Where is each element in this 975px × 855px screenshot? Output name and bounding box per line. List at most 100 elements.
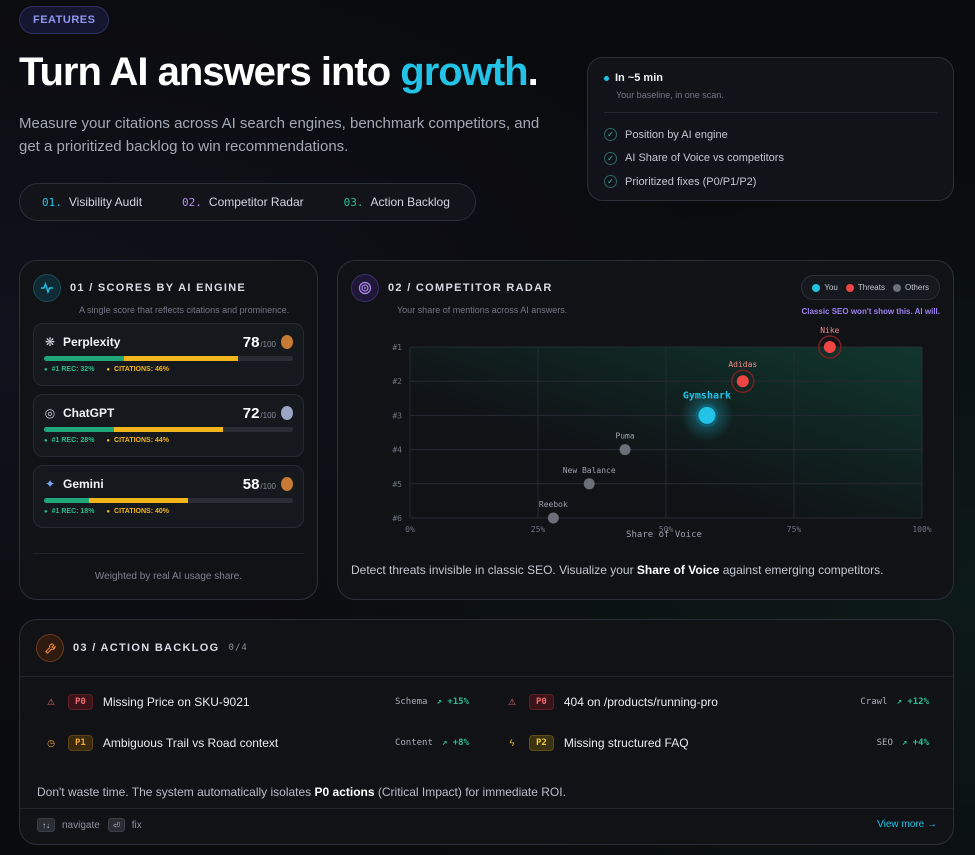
summary-item: ✓ Prioritized fixes (P0/P1/P2) — [604, 170, 937, 194]
status-dot — [604, 75, 609, 81]
backlog-task[interactable]: ⚠ P0 404 on /products/running-pro — [505, 692, 718, 712]
summary-sub: Your baseline, in one scan. — [616, 90, 724, 100]
chatgpt-icon: ◎ — [44, 406, 56, 420]
point-label-gymshark: Gymshark — [683, 390, 731, 401]
priority-badge: P0 — [68, 694, 93, 710]
radar-title: 02 / COMPETITOR RADAR — [388, 282, 553, 294]
summary-head: In ~5 min — [615, 72, 663, 84]
tab-visibility-audit[interactable]: 01. Visibility Audit — [42, 195, 143, 209]
legend-threats: Threats — [845, 283, 885, 292]
enter-key-icon: ⏎ — [108, 818, 125, 832]
engine-row-perplexity[interactable]: ❋Perplexity 78/100 #1 REC: 32%CITATIONS:… — [33, 323, 304, 386]
check-icon: ✓ — [604, 151, 617, 165]
bronze-medal-icon — [281, 477, 293, 491]
x-axis-label: Share of Voice — [626, 530, 702, 540]
task-meta: Schema ↗ +15% — [394, 697, 469, 707]
radar-icon — [351, 274, 379, 302]
y-tick-label: #6 — [392, 514, 402, 523]
bronze-medal-icon — [281, 335, 293, 349]
x-tick-label: 75% — [787, 525, 802, 534]
point-label-reebok: Reebok — [539, 500, 568, 509]
arrows-key-icon: ↑↓ — [37, 818, 55, 832]
task-meta: Content ↗ +8% — [394, 738, 469, 748]
backlog-task[interactable]: ⚠ P0 Missing Price on SKU-9021 — [44, 692, 250, 712]
backlog-task[interactable]: ◷ P1 Ambiguous Trail vs Road context — [44, 733, 278, 753]
y-tick-label: #1 — [392, 343, 402, 352]
radar-card: 02 / COMPETITOR RADAR Your share of ment… — [337, 260, 954, 600]
engine-row-chatgpt[interactable]: ◎ChatGPT 72/100 #1 REC: 28%CITATIONS: 44… — [33, 394, 304, 457]
task-meta: SEO ↗ +4% — [876, 738, 929, 748]
summary-card: In ~5 min Your baseline, in one scan. ✓ P… — [587, 57, 954, 201]
threat-ring — [731, 369, 755, 393]
trend-up-icon: ↗ +8% — [441, 738, 469, 748]
scores-footer: Weighted by real AI usage share. — [33, 553, 304, 599]
task-meta: Crawl ↗ +12% — [860, 697, 929, 707]
check-icon: ✓ — [604, 128, 617, 142]
point-nike — [823, 341, 836, 353]
shortcut-navigate: ↑↓ navigate — [37, 818, 100, 832]
wrench-icon — [36, 634, 64, 662]
radar-legend: You Threats Others — [801, 275, 940, 300]
radar-note: Classic SEO won't show this. AI will. — [801, 307, 940, 316]
point-reebok — [547, 512, 559, 524]
y-tick-label: #3 — [392, 411, 402, 420]
y-tick-label: #4 — [392, 446, 402, 455]
backlog-task[interactable]: ϟ P2 Missing structured FAQ — [505, 733, 689, 753]
legend-you: You — [812, 283, 838, 292]
score-bar — [44, 498, 293, 503]
point-gymshark — [695, 403, 719, 427]
threat-ring — [818, 335, 842, 359]
priority-badge: P0 — [529, 694, 554, 710]
backlog-title: 03 / ACTION BACKLOG — [73, 642, 220, 654]
warning-icon: ⚠ — [46, 696, 56, 707]
activity-icon — [33, 274, 61, 302]
trend-up-icon: ↗ +12% — [896, 697, 929, 707]
x-tick-label: 25% — [531, 525, 546, 534]
task-title: Missing structured FAQ — [563, 736, 689, 750]
summary-item: ✓ AI Share of Voice vs competitors — [604, 147, 937, 171]
check-icon: ✓ — [604, 175, 617, 189]
shortcut-fix: ⏎ fix — [108, 818, 142, 832]
view-more-link[interactable]: View more → — [877, 819, 937, 830]
y-tick-label: #5 — [392, 480, 402, 489]
x-tick-label: 0% — [405, 525, 415, 534]
summary-item: ✓ Position by AI engine — [604, 123, 937, 147]
point-label-nike: Nike — [820, 326, 839, 335]
hero-title-accent: growth — [400, 50, 528, 94]
priority-badge: P2 — [529, 735, 554, 751]
lightning-icon: ϟ — [509, 738, 515, 748]
point-label-adidas: Adidas — [728, 360, 757, 369]
clock-icon: ◷ — [47, 737, 55, 748]
x-tick-label: 100% — [912, 525, 931, 534]
scores-title: 01 / SCORES BY AI ENGINE — [70, 282, 247, 294]
engine-row-gemini[interactable]: ✦Gemini 58/100 #1 REC: 18%CITATIONS: 40% — [33, 465, 304, 528]
point-label-puma: Puma — [615, 432, 634, 441]
y-tick-label: #2 — [392, 377, 402, 386]
radar-footer: Detect threats invisible in classic SEO.… — [351, 563, 884, 577]
tab-action-backlog[interactable]: 03. Action Backlog — [343, 195, 450, 209]
backlog-message: Don't waste time. The system automatical… — [37, 785, 566, 799]
task-title: Missing Price on SKU-9021 — [102, 695, 250, 709]
score-bar — [44, 356, 293, 361]
task-title: 404 on /products/running-pro — [563, 695, 718, 709]
score-bar — [44, 427, 293, 432]
radar-chart: 0% 25% 50% 75% 100% #1 #2 #3 #4 #5 #6 Share of Voic… — [392, 326, 931, 540]
point-new-balance — [583, 478, 595, 490]
trend-up-icon: ↗ +4% — [901, 738, 929, 748]
task-title: Ambiguous Trail vs Road context — [102, 736, 279, 750]
step-tabs: 01. Visibility Audit 02. Competitor Radar … — [19, 183, 476, 221]
hero-subtitle: Measure your citations across AI search … — [19, 115, 540, 155]
trend-up-icon: ↗ +15% — [436, 697, 469, 707]
warning-icon: ⚠ — [507, 696, 517, 707]
hero-title: Turn AI answers into growth. — [19, 50, 539, 94]
legend-others: Others — [892, 283, 929, 292]
perplexity-icon: ❋ — [44, 335, 56, 349]
gemini-icon: ✦ — [44, 477, 56, 491]
features-badge: FEATURES — [19, 6, 110, 34]
scores-desc: A single score that reflects citations a… — [79, 305, 290, 315]
point-label-new-balance: New Balance — [563, 466, 616, 475]
point-adidas — [736, 375, 749, 388]
point-puma — [619, 444, 631, 456]
backlog-card: 03 / ACTION BACKLOG 0/4 ⚠ P0 Missing Pri… — [19, 619, 954, 845]
tab-competitor-radar[interactable]: 02. Competitor Radar — [182, 195, 304, 209]
